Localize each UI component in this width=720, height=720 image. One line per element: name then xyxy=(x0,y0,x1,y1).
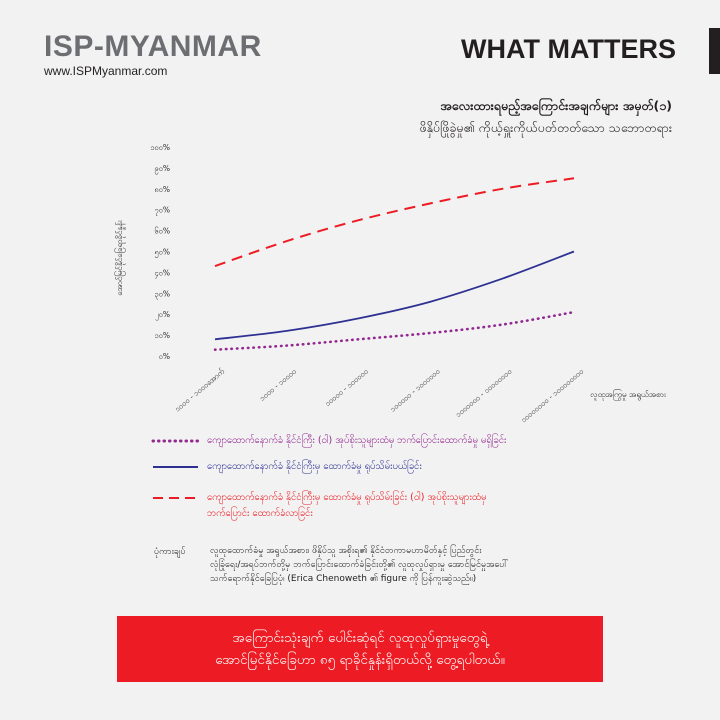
chart-subtitle: ဖိနှိပ်ဖြိုခွဲမှု၏ ကိုယ့်ရှူးကိုယ်ပတ်တတ်… xyxy=(419,120,672,135)
y-tick-label: ၈၀% xyxy=(154,185,170,194)
legend-label-1: ကျောထောက်နောက်ခံ နိုင်ငံကြီး (ဝါ) အုပ်စိ… xyxy=(207,435,507,446)
brand-logo-text: ISP-MYANMAR xyxy=(44,30,262,63)
x-tick-label: ၁၀၀၀၀၀ - ၁၀၀၀၀၀၀ xyxy=(388,367,442,414)
y-tick-label: ၄၀% xyxy=(154,268,170,278)
legend-swatch-solid xyxy=(153,466,198,468)
series-lines xyxy=(213,177,576,351)
series-title: WHAT MATTERS xyxy=(461,34,676,64)
note-label: ပုံကားချပ် xyxy=(154,547,186,557)
y-tick-label: ၉၀% xyxy=(154,164,170,174)
y-tick-label: ၁၀% xyxy=(154,331,170,340)
y-axis-label: အောင်မြင်နိုင်ခြေရာခိုင်နှုန်း xyxy=(114,219,126,295)
y-tick-label: ၁၀၀% xyxy=(150,143,170,152)
x-tick-label: ၁၀၀၀ - ၁၀၀၀၀ xyxy=(257,367,298,403)
header-accent-bar xyxy=(709,28,720,74)
y-axis-ticks: ၀% ၁၀% ၂၀% ၃၀% ၄၀% ၅၀% ၆၀% ၇၀% ၈၀% ၉၀% ၁၀၀% xyxy=(150,143,170,361)
note-line-2: လုံခြုံရေး/အရပ်ဘက်တို့မှ ဘက်ပြောင်းထောက်… xyxy=(210,560,509,570)
series-line-3 xyxy=(214,177,575,268)
y-tick-label: ၃၀% xyxy=(154,289,170,299)
x-axis-ticks: ၁၀၀၀ - ၁၀၀၀အောက် ၁၀၀၀ - ၁၀၀၀၀ ၁၀၀၀၀ - ၁၀၀၀… xyxy=(173,367,586,425)
brand-url[interactable]: www.ISPMyanmar.com xyxy=(44,64,168,78)
note-line-1: လူထုထောက်ခံမှု အရွယ်အစား၊ ဖိနှိပ်သူ အစို… xyxy=(210,546,482,556)
y-tick-label: ၅၀% xyxy=(154,248,170,258)
legend-swatch-dashed xyxy=(153,497,198,499)
y-tick-label: ၂၀% xyxy=(155,310,170,320)
legend-label-3-cont: ဘက်ပြောင်း ထောက်ခံလာခြင်း xyxy=(207,508,313,519)
legend-swatch-dotted xyxy=(151,439,200,443)
y-tick-label: ၆၀% xyxy=(154,227,170,236)
x-axis-label: လူထုအကြွမှု အရွယ်အစား xyxy=(590,389,667,401)
y-tick-label: ၇၀% xyxy=(154,206,170,216)
conclusion-banner: အကြောင်းသုံးချက် ပေါင်းဆုံရင် လူထုလှုပ်ရ… xyxy=(117,616,603,682)
chart-title: အလေးထားရမည့်အကြောင်းအချက်များ အမှတ်(၁) xyxy=(440,98,672,113)
x-tick-label: ၁၀၀၀၀၀၀၀ - ၁၀၀၀၀၀၀၀၀ xyxy=(519,367,585,425)
x-tick-label: ၁၀၀၀ - ၁၀၀၀အောက် xyxy=(173,367,227,414)
series-line-1 xyxy=(213,310,576,351)
x-tick-label: ၁၀၀၀၀၀၀ - ၁၀၀၀၀၀၀၀ xyxy=(453,367,513,419)
note-line-3: သက်ရောက်နိုင်ခြေပြပုံ၊ (Erica Chenoweth … xyxy=(210,574,477,584)
legend-label-2: ကျောထောက်နောက်ခံ နိုင်ငံကြီးမှ ထောက်ခံမှ… xyxy=(207,461,422,472)
note-text: လူထုထောက်ခံမှု အရွယ်အစား၊ ဖိနှိပ်သူ အစို… xyxy=(210,544,540,586)
y-tick-label: ၀% xyxy=(159,352,170,361)
banner-line-1: အကြောင်းသုံးချက် ပေါင်းဆုံရင် လူထုလှုပ်ရ… xyxy=(232,630,488,646)
series-line-2 xyxy=(214,250,575,341)
legend-label-3: ကျောထောက်နောက်ခံ နိုင်ငံကြီးမှ ထောက်ခံမှ… xyxy=(207,492,487,503)
banner-line-2: အောင်မြင်နိုင်ခြေဟာ ၈၅ ရာခိုင်နှုန်းရှိတ… xyxy=(215,652,505,668)
x-tick-label: ၁၀၀၀၀ - ၁၀၀၀၀၀ xyxy=(323,367,370,409)
